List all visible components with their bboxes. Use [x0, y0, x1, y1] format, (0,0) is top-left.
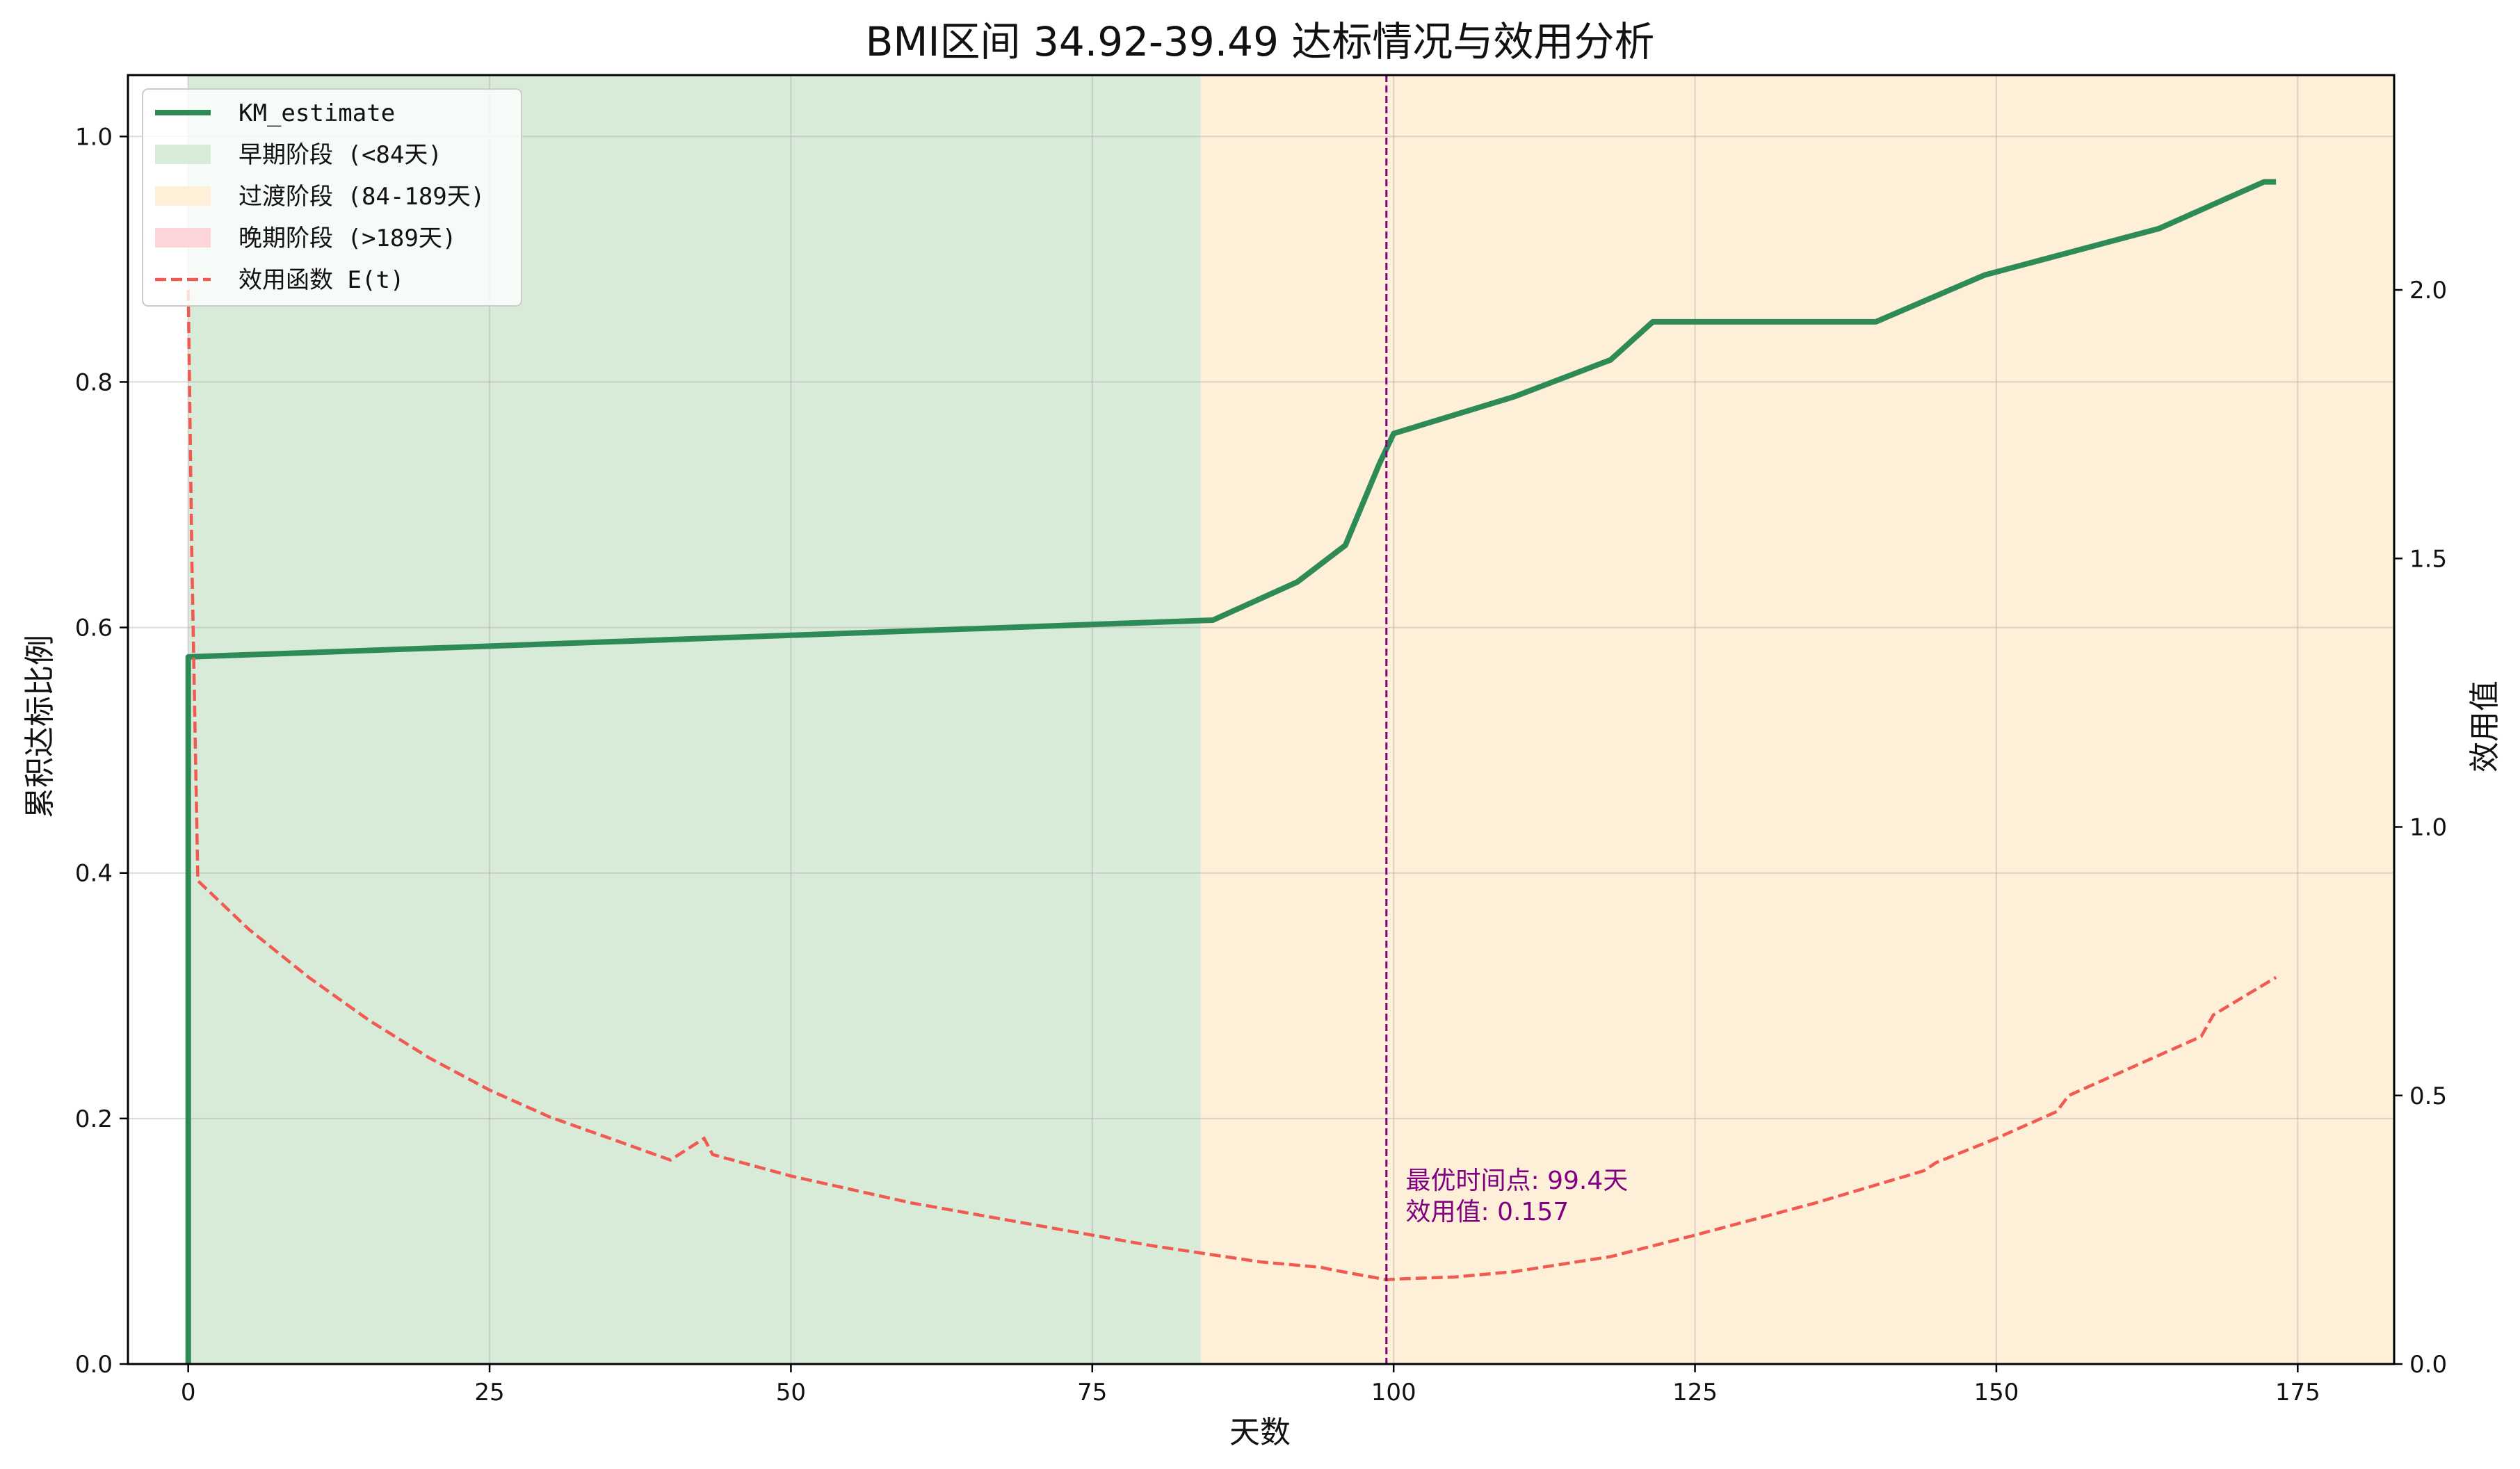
- region-band-1: [1200, 75, 2394, 1364]
- legend-early-label: 早期阶段 (<84天): [239, 141, 442, 169]
- x-tick-label: 125: [1672, 1379, 1718, 1406]
- axes: [127, 74, 2396, 1365]
- legend-transition-swatch: [155, 186, 211, 206]
- y-tick-label: 0.4: [75, 860, 113, 888]
- legend-late-swatch: [155, 228, 211, 247]
- y-tick-label: 0.2: [75, 1105, 113, 1133]
- y2-axis-title: 效用值: [2467, 681, 2503, 772]
- y-tick-label: 0.8: [75, 368, 113, 396]
- legend-late-label: 晚期阶段 (>189天): [239, 225, 456, 252]
- x-tick-label: 75: [1077, 1379, 1107, 1406]
- y2-tick-label: 1.5: [2409, 545, 2447, 573]
- y-tick-label: 0.0: [75, 1351, 113, 1379]
- legend-km-label: KM_estimate: [239, 99, 395, 127]
- km-estimate-line: [185, 179, 2277, 1364]
- y-tick-label: 0.6: [75, 615, 113, 642]
- legend-utility-label: 效用函数 E(t): [239, 266, 404, 294]
- utility-line: [186, 289, 2277, 1281]
- tick-marks: 0 25 50 75 100 125 150 175 0.0 0.2 0.4 0.6 0.8 1.0 0.0…: [75, 123, 2447, 1406]
- x-tick-label: 50: [776, 1379, 806, 1406]
- x-tick-label: 0: [181, 1379, 196, 1406]
- annotation-utility-value: 效用值: 0.157: [1406, 1198, 1569, 1226]
- y2-tick-label: 2.0: [2409, 277, 2447, 305]
- x-tick-label: 175: [2275, 1379, 2320, 1406]
- x-tick-label: 150: [1973, 1379, 2019, 1406]
- y-tick-label: 1.0: [75, 123, 113, 151]
- annotation-optimal-time: 最优时间点: 99.4天: [1406, 1167, 1629, 1195]
- axes-frame: [127, 74, 2396, 1365]
- legend-early-swatch: [155, 145, 211, 164]
- legend: KM_estimate 早期阶段 (<84天) 过渡阶段 (84-189天) 晚期阶段…: [142, 88, 522, 307]
- y-axis-title: 累积达标比例: [22, 635, 58, 818]
- km-series: [185, 179, 2277, 1364]
- y2-tick-label: 0.5: [2409, 1082, 2447, 1110]
- y2-tick-label: 0.0: [2409, 1351, 2447, 1379]
- y2-tick-label: 1.0: [2409, 814, 2447, 842]
- x-tick-label: 100: [1371, 1379, 1416, 1406]
- optimal-annotation: 最优时间点: 99.4天 效用值: 0.157: [1406, 1167, 1629, 1226]
- x-tick-label: 25: [474, 1379, 504, 1406]
- utility-series: [186, 289, 2277, 1281]
- chart-title: BMI区间 34.92-39.49 达标情况与效用分析: [866, 18, 1655, 65]
- x-axis-title: 天数: [1229, 1415, 1291, 1450]
- legend-transition-label: 过渡阶段 (84-189天): [239, 183, 485, 211]
- legend-box: [142, 88, 522, 307]
